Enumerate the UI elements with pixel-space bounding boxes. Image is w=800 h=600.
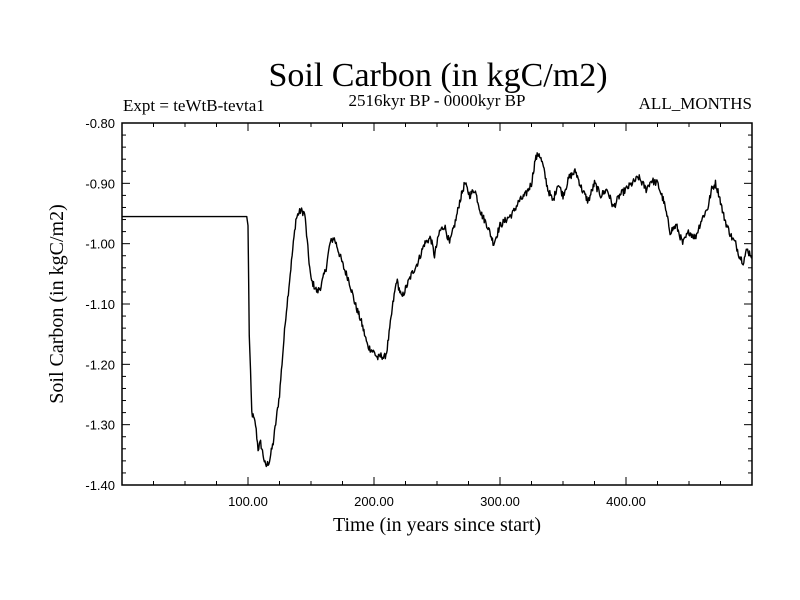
y-axis-label: Soil Carbon (in kgC/m2) — [46, 204, 68, 403]
plot-frame — [121, 122, 753, 486]
tick-layer: 100.00 200.00 300.00 400.00 -0.80 -0.90 -1.00 -… — [85, 116, 752, 509]
x-tick-label: 100.00 — [228, 494, 268, 509]
x-tick-label: 200.00 — [354, 494, 394, 509]
time-range-label: 2516kyr BP - 0000kyr BP — [349, 91, 526, 110]
x-axis-label: Time (in years since start) — [333, 514, 541, 536]
months-label: ALL_MONTHS — [639, 94, 752, 113]
series-layer — [121, 152, 753, 468]
series-line-soil-carbon — [121, 152, 753, 468]
chart-title: Soil Carbon (in kgC/m2) — [268, 57, 607, 94]
y-tick-label: -0.80 — [85, 116, 115, 131]
y-tick-label: -1.40 — [85, 478, 115, 493]
y-tick-label: -1.00 — [85, 237, 115, 252]
y-tick-label: -1.30 — [85, 418, 115, 433]
y-tick-label: -0.90 — [85, 176, 115, 191]
experiment-label: Expt = teWtB-tevta1 — [123, 96, 265, 115]
x-tick-label: 400.00 — [606, 494, 646, 509]
y-tick-label: -1.20 — [85, 357, 115, 372]
y-tick-label: -1.10 — [85, 297, 115, 312]
x-tick-label: 300.00 — [480, 494, 520, 509]
